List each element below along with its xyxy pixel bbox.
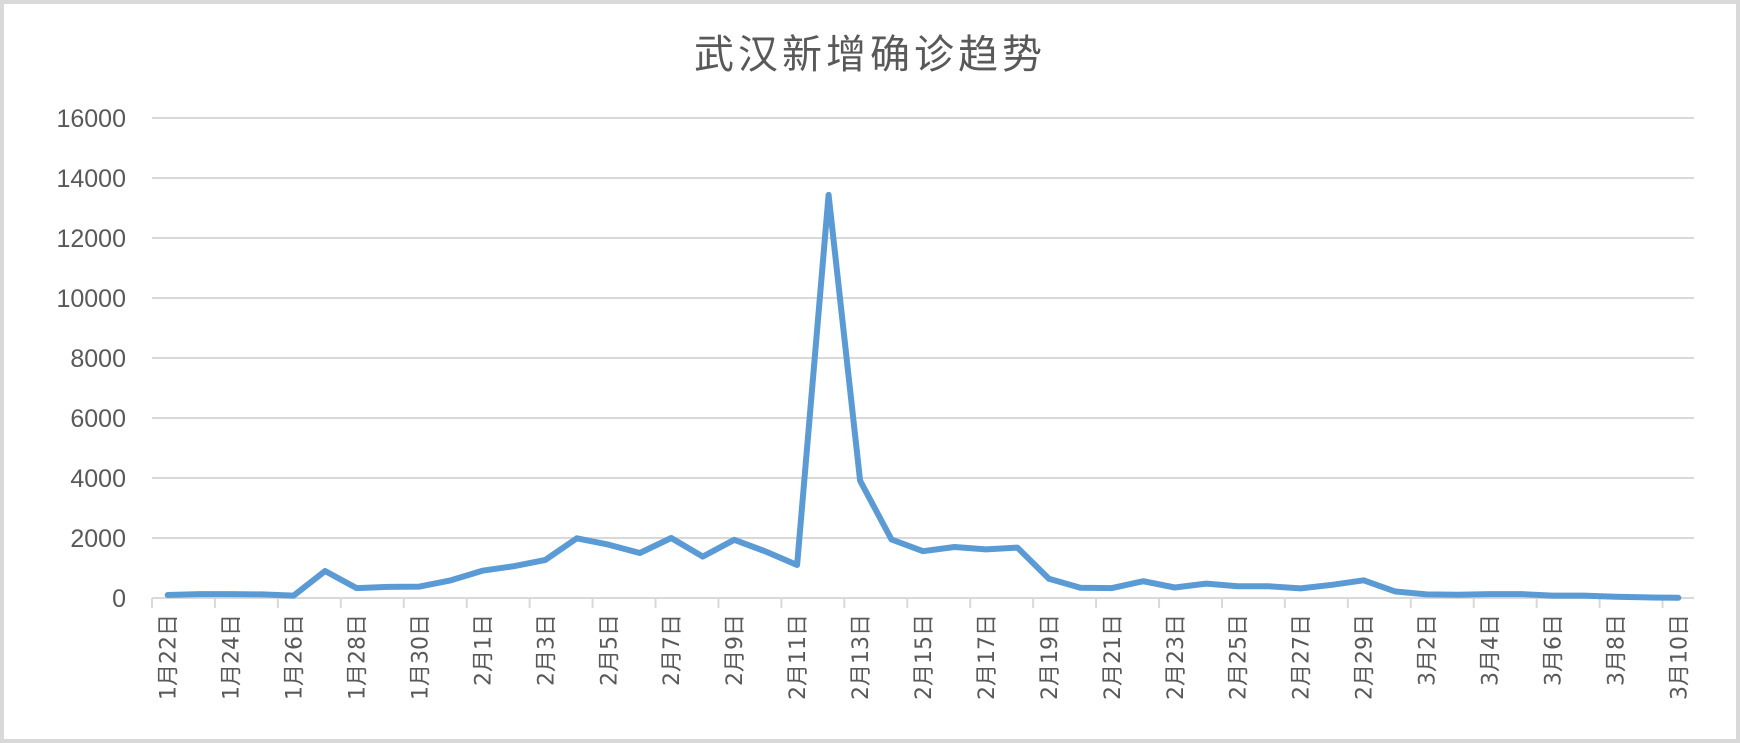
x-tick-label: 2月5日	[597, 614, 622, 686]
x-tick-label: 2月23日	[1164, 614, 1189, 700]
chart-title: 武汉新增确诊趋势	[694, 32, 1046, 78]
x-axis: 1月22日 1月24日 1月26日 1月28日 1月30日 2月1日 2月3日 2月5日 2月7…	[151, 597, 1694, 700]
x-tick-label: 2月25日	[1227, 614, 1252, 700]
y-tick-label: 10000	[56, 285, 126, 313]
series-line	[164, 191, 1682, 601]
y-tick-label: 16000	[56, 105, 126, 133]
x-tick-label: 1月26日	[283, 614, 308, 700]
x-tick-label: 3月6日	[1541, 614, 1566, 686]
x-tick-label: 1月22日	[157, 614, 182, 700]
x-tick-label: 1月24日	[220, 614, 245, 700]
y-tick-label: 0	[112, 585, 126, 613]
x-tick-label: 3月8日	[1604, 614, 1629, 686]
x-tick-label: 2月15日	[912, 614, 937, 700]
y-axis-labels: 0 2000 4000 6000 8000 10000 12000 14000 16000	[56, 105, 126, 613]
gridlines	[152, 117, 1694, 599]
x-tick-label: 2月21日	[1101, 614, 1126, 700]
x-tick-label: 3月10日	[1667, 614, 1692, 700]
x-tick-label: 2月3日	[534, 614, 559, 686]
x-tick-label: 2月19日	[1038, 614, 1063, 700]
x-tick-label: 2月7日	[660, 614, 685, 686]
x-tick-label: 2月1日	[471, 614, 496, 686]
y-tick-label: 2000	[70, 525, 126, 553]
data-line	[164, 191, 1682, 601]
x-tick-label: 2月17日	[975, 614, 1000, 700]
x-tick-label: 3月4日	[1478, 614, 1503, 686]
x-tick-label: 1月30日	[408, 614, 433, 700]
y-tick-label: 4000	[70, 465, 126, 493]
y-tick-label: 12000	[56, 225, 126, 253]
y-tick-label: 8000	[70, 345, 126, 373]
y-tick-label: 6000	[70, 405, 126, 433]
x-tick-label: 2月27日	[1290, 614, 1315, 700]
x-tick-label: 2月9日	[723, 614, 748, 686]
y-tick-label: 14000	[56, 165, 126, 193]
x-tick-label: 2月11日	[786, 614, 811, 700]
x-tick-label: 3月2日	[1416, 614, 1441, 686]
x-tick-label: 1月28日	[346, 614, 371, 700]
x-tick-label: 2月29日	[1353, 614, 1378, 700]
x-tick-label: 2月13日	[849, 614, 874, 700]
